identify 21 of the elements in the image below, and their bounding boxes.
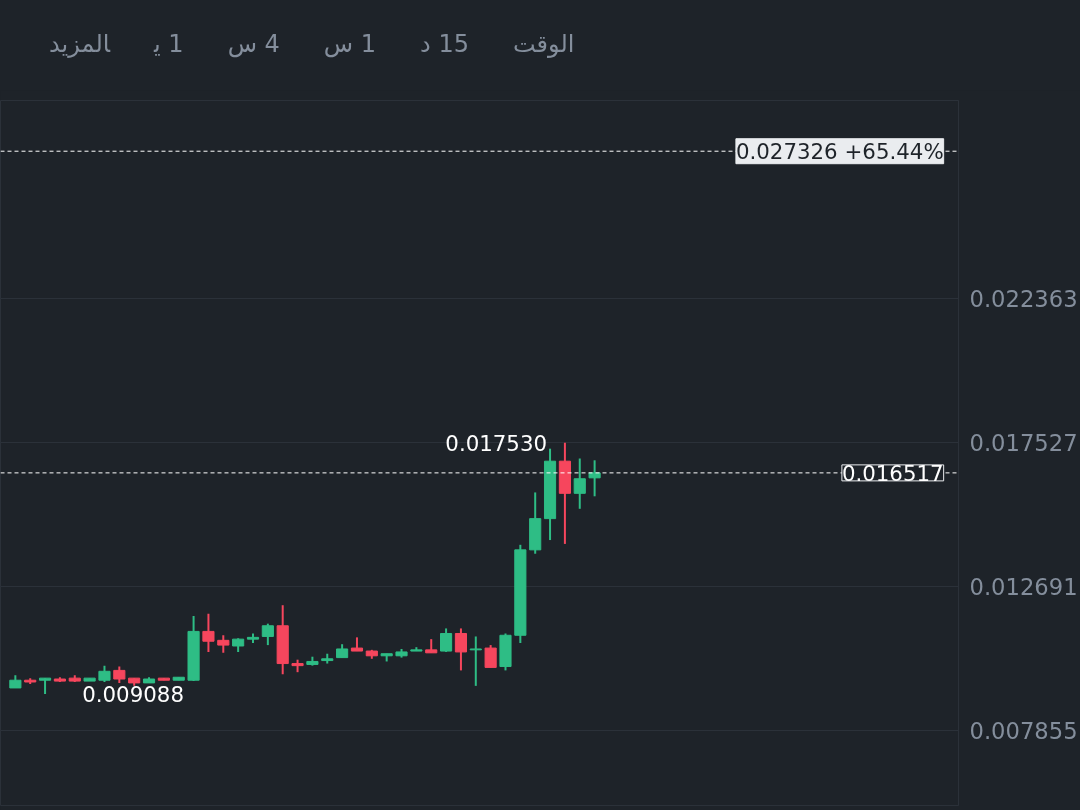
y-tick-label: 0.012691 <box>969 574 1078 601</box>
text: 15 د <box>420 30 469 58</box>
candlestick <box>202 612 215 653</box>
text: 4 س <box>227 30 280 58</box>
text: المزيد <box>49 30 111 58</box>
y-tick-label: 0.017527 <box>969 430 1078 457</box>
y-tick-label: 0.007855 <box>969 718 1078 745</box>
text: 1 ي <box>154 30 184 58</box>
candlestick <box>454 627 467 672</box>
text: الوقت <box>512 30 575 58</box>
candlestick <box>484 644 497 669</box>
ref-line-label: 0.016517 <box>841 460 944 486</box>
candlestick <box>573 457 586 510</box>
annotation: 0.009088 <box>82 681 184 707</box>
candlestick <box>261 622 274 647</box>
candlestick <box>469 635 482 687</box>
text: 1 س <box>323 30 377 58</box>
ref-line-label: 0.027326 +65.44% <box>735 138 944 164</box>
y-tick-label: 0.022363 <box>969 286 1078 313</box>
annotation: 0.017530 <box>445 430 548 456</box>
candlestick <box>440 627 453 653</box>
